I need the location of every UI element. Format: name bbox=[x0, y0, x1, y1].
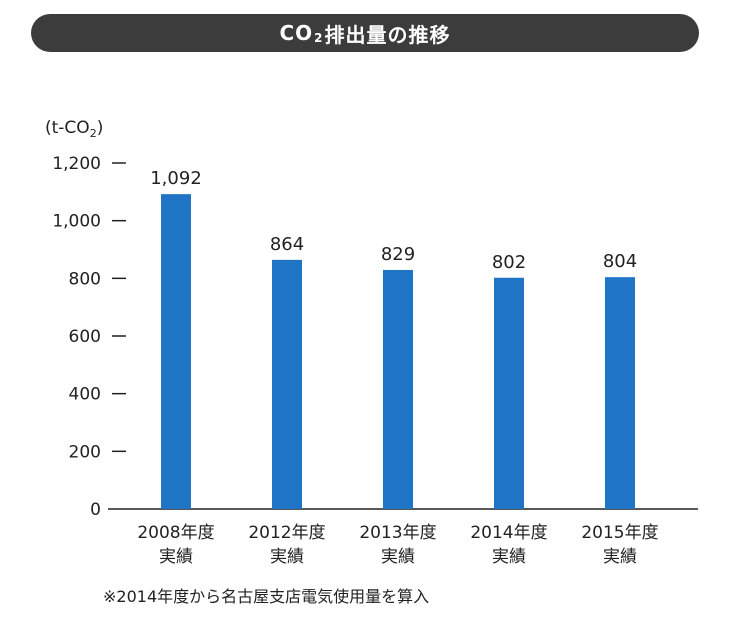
x-category-label: 2013年度 bbox=[359, 523, 436, 543]
x-category-label: 実績 bbox=[603, 547, 637, 567]
y-tick-label: 0 bbox=[90, 500, 101, 520]
chart-title-post: 排出量の推移 bbox=[324, 22, 451, 47]
unit-post: ) bbox=[96, 118, 104, 138]
x-category-label: 2008年度 bbox=[137, 523, 214, 543]
y-tick-label: 600 bbox=[69, 327, 101, 347]
y-tick-label: 200 bbox=[69, 442, 101, 462]
bar-value-label: 864 bbox=[270, 234, 304, 255]
y-tick-label: 800 bbox=[69, 269, 101, 289]
y-tick-label: 400 bbox=[69, 385, 101, 405]
x-category-label: 実績 bbox=[159, 547, 193, 567]
bar bbox=[161, 194, 191, 509]
bar-value-label: 802 bbox=[492, 252, 526, 273]
footnote: ※2014年度から名古屋支店電気使用量を算入 bbox=[103, 587, 430, 606]
unit-subscript: 2 bbox=[89, 127, 97, 140]
x-category-label: 2014年度 bbox=[470, 523, 547, 543]
bar bbox=[494, 277, 524, 509]
bar bbox=[605, 277, 635, 509]
x-category-label: 実績 bbox=[492, 547, 526, 567]
chart-title-bar: CO 2 排出量の推移 bbox=[31, 14, 699, 52]
chart-title-pre: CO bbox=[279, 21, 314, 45]
bar-value-label: 804 bbox=[603, 251, 637, 272]
bar bbox=[383, 269, 413, 509]
chart-title-subscript: 2 bbox=[314, 31, 324, 45]
x-category-label: 実績 bbox=[270, 547, 304, 567]
y-axis-unit-label: (t-CO2) bbox=[45, 118, 104, 140]
bar bbox=[272, 259, 302, 509]
unit-pre: (t-CO bbox=[45, 118, 90, 138]
x-category-label: 実績 bbox=[381, 547, 415, 567]
x-category-label: 2012年度 bbox=[248, 523, 325, 543]
x-category-label: 2015年度 bbox=[581, 523, 658, 543]
bar-value-label: 829 bbox=[381, 244, 415, 265]
y-tick-label: 1,200 bbox=[52, 154, 101, 174]
bar-value-label: 1,092 bbox=[150, 168, 202, 189]
y-tick-label: 1,000 bbox=[52, 212, 101, 232]
